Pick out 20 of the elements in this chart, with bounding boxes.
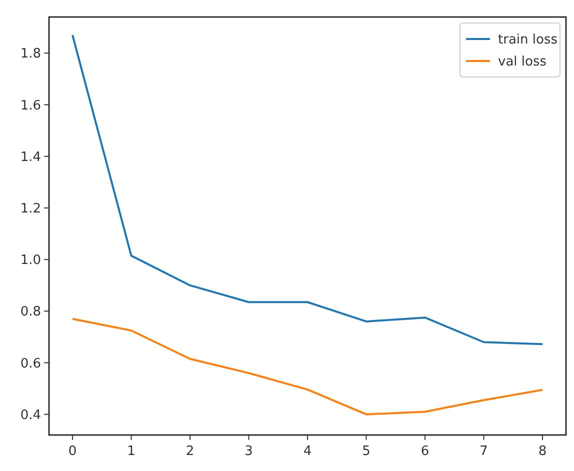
line-series (72, 318, 544, 416)
y-tick-label: 1.8 (20, 46, 41, 62)
x-tick-label: 2 (186, 444, 194, 459)
x-tick-label: 8 (538, 444, 547, 459)
x-tick-label: 1 (127, 444, 136, 459)
x-tick-label: 3 (244, 444, 253, 459)
x-tick-label: 0 (68, 444, 77, 459)
y-tick-label: 0.4 (20, 408, 41, 423)
legend-label: train loss (498, 32, 558, 48)
x-tick-label: 7 (480, 444, 488, 459)
y-tick-label: 1.0 (20, 253, 41, 268)
y-tick-label: 0.8 (20, 304, 41, 320)
x-tick-label: 6 (420, 444, 430, 459)
y-tick-label: 1.2 (20, 201, 41, 216)
y-tick-label: 1.4 (20, 150, 41, 165)
y-tick-label: 1.6 (20, 98, 41, 114)
legend-label: val loss (498, 54, 547, 70)
y-tick-label: 0.6 (20, 356, 41, 372)
x-tick-label: 5 (362, 444, 370, 459)
x-tick-label: 4 (303, 444, 312, 459)
